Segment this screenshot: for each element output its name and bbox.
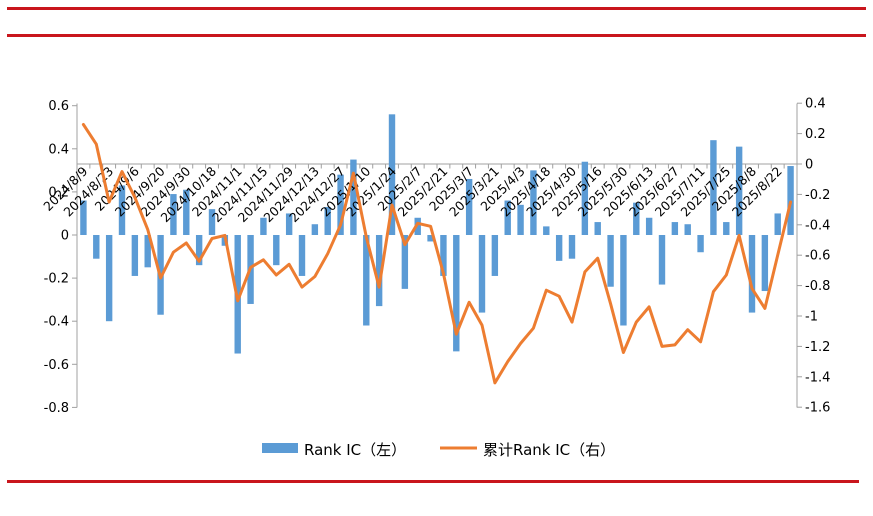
rank-ic-bar [774, 213, 781, 235]
right-axis-tick-label: -1.2 [805, 340, 830, 355]
rank-ic-bar [594, 222, 601, 235]
rank-ic-bar [208, 209, 216, 235]
rank-ic-bar [401, 235, 409, 289]
rank-ic-bar [440, 235, 447, 276]
rank-ic-bar [530, 170, 537, 235]
left-axis-tick-label: -0.4 [44, 315, 69, 330]
right-axis-tick-label: -0.8 [805, 279, 830, 294]
rank-ic-bar [260, 217, 267, 235]
rank-ic-bar [285, 213, 293, 235]
rank-ic-bar [697, 235, 704, 253]
rank-ic-bar [388, 114, 396, 235]
rank-ic-bar [543, 226, 550, 235]
rank-ic-bar [710, 140, 717, 235]
right-axis-tick-label: 0 [805, 158, 813, 173]
left-axis-tick-label: 0.4 [48, 142, 69, 157]
rank-ic-bar [761, 235, 769, 292]
rank-ic-bar [568, 235, 576, 259]
rank-ic-bar [684, 224, 691, 235]
left-axis-tick-label: -0.8 [44, 401, 69, 416]
left-axis-tick-label: -0.6 [44, 358, 69, 373]
rank-ic-bar [453, 235, 460, 352]
right-axis-tick-label: -0.2 [805, 188, 830, 203]
cumulative-rank-ic-line [81, 123, 793, 385]
rank-ic-bar [131, 235, 139, 276]
legend-bar-label: Rank IC（左） [304, 441, 406, 459]
rank-ic-bar [607, 235, 614, 287]
rank-ic-bar [491, 235, 499, 276]
rank-ic-bar [735, 146, 743, 235]
rank-ic-bar [748, 235, 756, 313]
left-axis-tick-label: 0 [61, 229, 69, 244]
right-axis-tick-label: -1.4 [805, 370, 830, 385]
rank-ic-bar [183, 189, 190, 235]
plot-area: 0.6 0.4 0.2 0 -0.2 -0.4 -0.6 -0.8 0.4 0.2 0 -0.2 -0.… [40, 97, 830, 416]
rank-ic-bar [195, 235, 203, 266]
rank-ic-bar [427, 235, 434, 242]
rank-ic-bar [350, 159, 357, 235]
rank-ic-bar [465, 178, 473, 235]
rank-ic-bar [118, 185, 126, 235]
header-rule-bottom [7, 34, 866, 37]
rank-ic-bar [273, 235, 280, 266]
rank-ic-bar [298, 235, 306, 276]
rank-ic-bar [658, 235, 666, 285]
rank-ic-bar [478, 235, 486, 313]
rank-ic-bar [105, 235, 113, 322]
legend-bar-swatch [262, 443, 298, 453]
rank-ic-bar [414, 217, 421, 235]
rank-ic-bar [144, 235, 151, 268]
rank-ic-bar [311, 224, 319, 235]
right-axis-tick-label: -0.6 [805, 249, 830, 264]
right-axis-tick-label: -0.4 [805, 218, 830, 233]
right-axis-tick-label: 0.4 [805, 97, 826, 112]
header-rule-top [7, 7, 866, 10]
left-axis-tick-label: 0.2 [48, 185, 69, 200]
rank-ic-bar [555, 235, 563, 261]
chart-legend: Rank IC（左） 累计Rank IC（右） [262, 441, 615, 459]
right-axis-tick-label: -1 [805, 310, 818, 325]
rank-ic-bar [671, 222, 679, 235]
rank-ic-bar [504, 200, 511, 235]
rank-ic-bar [633, 202, 640, 235]
rank-ic-bar [337, 174, 344, 235]
rank-ic-bar [645, 217, 653, 235]
right-axis-tick-label: 0.2 [805, 127, 826, 142]
rank-ic-bar [93, 235, 100, 259]
rank-ic-bar [581, 161, 589, 235]
rank-ic-bar [170, 194, 177, 235]
rank-ic-bar [80, 200, 87, 235]
rank-ic-bar [324, 206, 331, 235]
rank-ic-bar [363, 235, 370, 326]
rank-ic-bar [723, 222, 730, 235]
right-axis-tick-label: -1.6 [805, 401, 830, 416]
rank-ic-bar [375, 235, 383, 307]
left-axis-tick-label: -0.2 [44, 272, 69, 287]
left-axis-tick-label: 0.6 [48, 99, 69, 114]
rank-ic-bar [620, 235, 627, 326]
legend-line-label: 累计Rank IC（右） [483, 441, 615, 459]
rank-ic-bar [517, 204, 524, 235]
footer-rule [7, 480, 859, 483]
